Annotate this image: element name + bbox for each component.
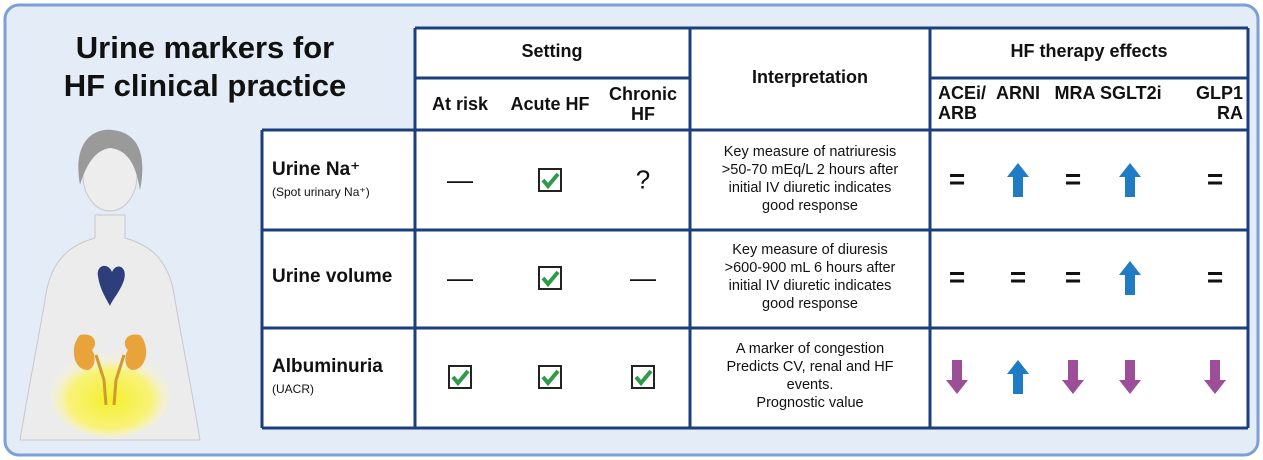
interpretation-line: events. (786, 377, 834, 394)
title-line: Urine markers for (75, 29, 335, 65)
check-icon (447, 364, 473, 390)
therapy-symbol: = (948, 163, 966, 195)
check-icon (630, 364, 656, 390)
setting-column: Acute HF (510, 94, 590, 115)
header-setting: Setting (521, 41, 583, 62)
setting-column: Chronic HF (608, 84, 677, 124)
interpretation-line: good response (762, 296, 858, 313)
interpretation-line: >600-900 mL 6 hours after (724, 260, 896, 277)
check-icon (537, 364, 563, 390)
interpretation-line: initial IV diuretic indicates (728, 180, 892, 197)
setting-symbol: ? (635, 164, 651, 195)
interpretation-line: >50-70 mEq/L 2 hours after (721, 162, 899, 179)
body-bg (262, 130, 1248, 428)
setting-column: At risk (431, 94, 489, 115)
therapy-symbol: = (1206, 163, 1224, 195)
therapy-column: SGLT2i (1100, 83, 1162, 103)
human-figure (19, 129, 201, 441)
therapy-column: GLP1 RA (1195, 83, 1243, 123)
interpretation-line: good response (762, 198, 858, 215)
therapy-symbol: = (1064, 163, 1082, 195)
title-line: HF clinical practice (63, 67, 347, 103)
marker-note: (UACR) (272, 382, 314, 396)
setting-symbol: — (447, 164, 473, 195)
setting-symbol: — (447, 262, 473, 293)
marker-note: (Spot urinary Na⁺) (272, 185, 370, 199)
header-therapy: HF therapy effects (1010, 41, 1168, 62)
therapy-symbol: = (1009, 261, 1027, 293)
interpretation-line: Predicts CV, renal and HF (726, 359, 894, 376)
marker: Urine Na⁺ (272, 159, 361, 180)
therapy-symbol: = (1206, 261, 1224, 293)
interpretation-line: Prognostic value (756, 395, 864, 412)
marker: Albuminuria (272, 356, 383, 377)
interpretation-line: Key measure of diuresis (732, 242, 888, 259)
header-interpretation: Interpretation (751, 67, 869, 88)
setting-symbol: — (630, 262, 656, 293)
interpretation-line: initial IV diuretic indicates (728, 278, 892, 295)
therapy-symbol: = (948, 261, 966, 293)
interpretation-line: Key measure of natriuresis (723, 144, 897, 161)
interpretation-line: A marker of congestion (735, 341, 885, 358)
table-lines (260, 26, 1250, 430)
check-icon (537, 167, 563, 193)
therapy-column: MRA (1054, 83, 1096, 103)
check-icon (537, 265, 563, 291)
therapy-column: ARNI (996, 83, 1040, 103)
therapy-symbol: = (1064, 261, 1082, 293)
therapy-column: ACEi/ ARB (938, 83, 987, 123)
marker: Urine volume (272, 266, 393, 287)
